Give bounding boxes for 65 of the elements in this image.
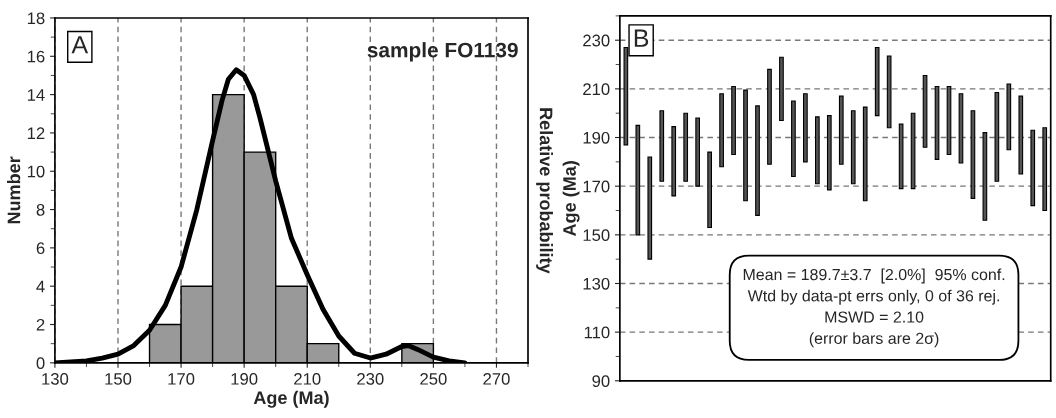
bar [862, 106, 868, 202]
bar [814, 116, 820, 185]
bar [1018, 95, 1024, 175]
bar [910, 112, 916, 190]
x-tick-label: 170 [168, 372, 195, 385]
y-tick-label: 18 [27, 12, 45, 25]
bar [671, 126, 677, 197]
annotation: B [634, 29, 649, 47]
x-tick-label: 270 [483, 372, 510, 385]
bar [767, 68, 772, 165]
y-tick-label: 16 [27, 50, 45, 63]
y-tick-label: 130 [583, 277, 610, 290]
y-axis-title: Number [7, 156, 21, 224]
bar [719, 93, 724, 168]
bar [647, 156, 653, 260]
bar [982, 132, 988, 221]
bar [695, 117, 701, 187]
y2-axis-title: Relative probability [536, 108, 553, 274]
y-tick-label: 90 [592, 375, 610, 387]
y-tick-label: 190 [583, 131, 610, 144]
bar [683, 112, 689, 182]
bar [1030, 129, 1036, 207]
x-axis-title: Age (Ma) [253, 390, 329, 408]
x-tick-label: 150 [105, 372, 132, 385]
bar [922, 74, 928, 148]
x-tick-label: 210 [294, 372, 321, 385]
bar [707, 151, 712, 229]
bar [1042, 127, 1048, 212]
y-tick-label: 12 [27, 127, 45, 139]
bar [755, 105, 760, 216]
x-tick-label: 250 [420, 372, 447, 385]
bar [850, 110, 856, 185]
bar [970, 110, 976, 199]
bar [731, 85, 736, 156]
annotation: A [71, 36, 89, 54]
bar [874, 46, 880, 117]
y-tick-label: 0 [36, 357, 45, 370]
x-tick-label: 190 [231, 372, 258, 385]
bar [803, 93, 808, 163]
bar [826, 115, 832, 191]
y-tick-label: 10 [27, 165, 45, 178]
annotation: Mean = 189.7±3.7 [2.0%] 95% conf. Wtd by data-pt errs only, 0 of 36 rej. MSWD = 2.10 (error bars are 2σ) [743, 268, 1005, 348]
y-tick-label: 170 [583, 180, 610, 193]
bar [659, 110, 665, 182]
bar [779, 56, 784, 122]
y-tick-label: 4 [36, 280, 45, 293]
bar [635, 124, 641, 236]
y-tick-label: 2 [36, 318, 45, 331]
y-tick-label: 8 [36, 203, 45, 216]
x-tick-label: 230 [357, 372, 384, 385]
y-tick-label: 6 [36, 242, 45, 255]
bar [791, 100, 796, 178]
y-tick-label: 110 [584, 326, 610, 339]
y-tick-label: 210 [583, 83, 610, 96]
y-tick-label: 14 [27, 89, 45, 101]
bar [898, 123, 904, 190]
annotation: sample FO1139 [367, 42, 518, 62]
y-tick-label: 230 [583, 34, 610, 47]
bar [743, 89, 748, 202]
bar [886, 55, 892, 129]
bar [1006, 83, 1012, 151]
bar [994, 91, 1000, 182]
bar [838, 95, 844, 165]
y-axis-title: Age (Ma) [562, 161, 580, 237]
y-tick-label: 150 [583, 229, 610, 242]
